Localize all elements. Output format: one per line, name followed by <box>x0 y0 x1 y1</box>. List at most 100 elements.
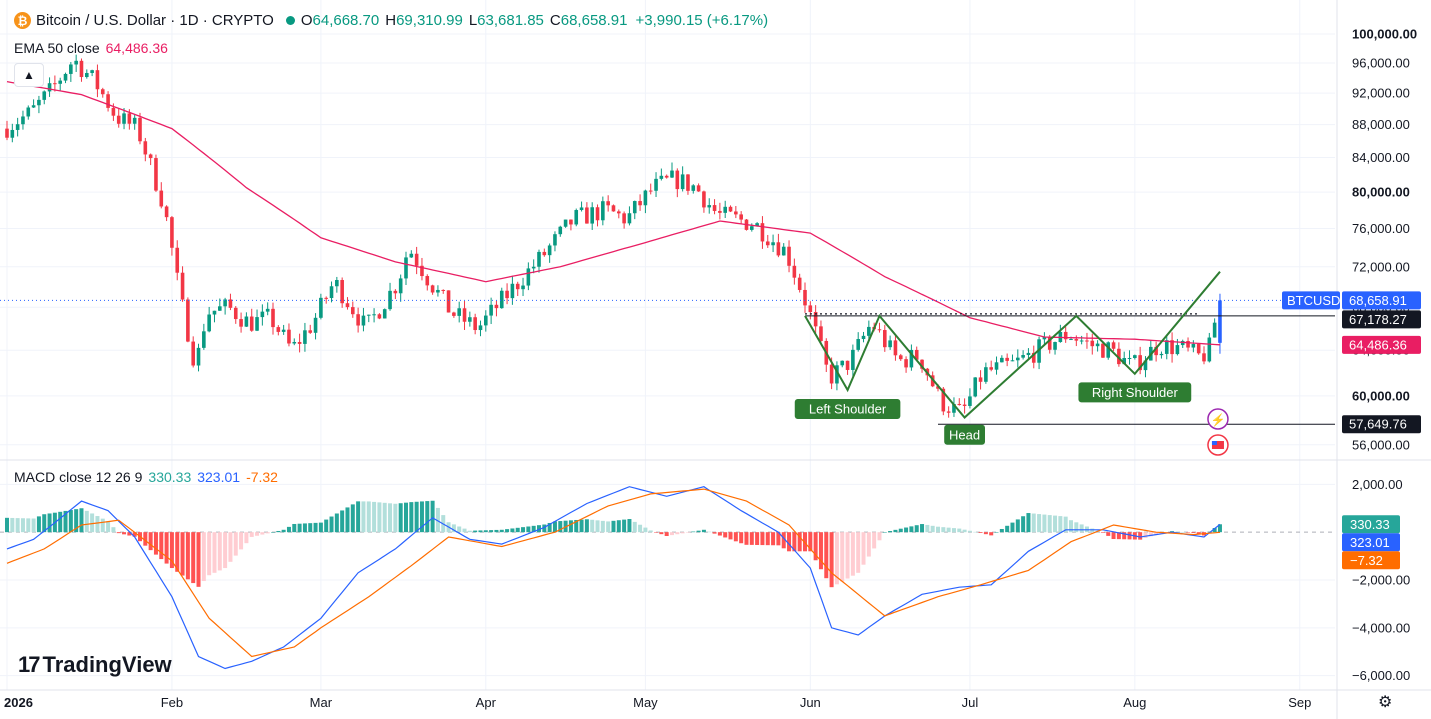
candle-body <box>308 330 313 333</box>
candle-body <box>898 355 903 360</box>
macd-histogram-bar <box>244 532 249 544</box>
us-flag-canton <box>1211 441 1217 445</box>
symbol-title[interactable]: Bitcoin / U.S. Dollar · 1D · CRYPTO <box>36 12 274 29</box>
candle-body <box>10 129 15 138</box>
candle-body <box>452 312 456 316</box>
candle-body <box>1031 352 1036 363</box>
macd-histogram-bar <box>297 523 302 533</box>
macd-histogram-bar <box>249 532 254 537</box>
macd-histogram-bar <box>701 529 706 533</box>
high-label: H <box>385 12 397 29</box>
candle-body <box>973 377 978 397</box>
macd-histogram-bar <box>691 531 696 533</box>
candle-body <box>553 234 557 246</box>
candle-body <box>680 174 685 190</box>
candle-body <box>42 91 47 100</box>
macd-histogram-bar <box>978 532 983 533</box>
macd-histogram-bar <box>457 526 462 533</box>
candle-body <box>1154 346 1158 356</box>
tradingview-logo[interactable]: 17 TradingView <box>18 652 172 678</box>
macd-histogram-bar <box>462 528 467 533</box>
candle-body <box>484 315 488 326</box>
candle-body <box>696 185 701 192</box>
candle-body <box>255 317 259 331</box>
candle-body <box>718 210 722 213</box>
macd-histogram-bar <box>967 530 972 533</box>
candle-body <box>505 290 509 299</box>
collapse-legend-button[interactable]: ▲ <box>14 63 44 87</box>
candle-body <box>15 124 20 130</box>
macd-histogram-bar <box>659 532 664 535</box>
candle-body <box>499 290 504 309</box>
macd-histogram-bar <box>505 529 510 533</box>
candle-body <box>233 307 238 320</box>
ema-legend[interactable]: EMA 50 close 64,486.36 <box>14 40 168 56</box>
candle-body <box>202 331 206 348</box>
candle-body <box>335 280 339 287</box>
macd-histogram-bar <box>350 504 355 533</box>
candle-body <box>276 327 281 332</box>
macd-histogram-bar <box>643 527 648 533</box>
macd-axis-tick: 2,000.00 <box>1352 477 1403 492</box>
macd-histogram-bar <box>510 528 515 533</box>
macd-histogram-bar <box>872 532 877 549</box>
macd-legend[interactable]: MACD close 12 26 9 330.33 323.01 -7.32 <box>14 469 278 485</box>
candle-body <box>26 107 31 117</box>
macd-histogram-bar <box>106 521 111 533</box>
candle-body <box>803 289 807 306</box>
macd-histogram-bar <box>233 532 238 556</box>
macd-histogram-bar <box>877 532 882 541</box>
macd-histogram-bar <box>739 532 744 544</box>
candle-body <box>750 226 754 230</box>
candle-body <box>1159 353 1164 356</box>
candle-body <box>643 190 648 206</box>
price-axis-tick: 72,000.00 <box>1352 259 1410 274</box>
candle-body <box>952 403 956 413</box>
macd-histogram-bar <box>627 519 632 533</box>
candle-body <box>1170 340 1174 355</box>
macd-histogram-bar <box>574 519 579 533</box>
candle-body <box>393 290 398 294</box>
macd-histogram-bar <box>419 501 424 533</box>
candle-body <box>218 306 222 311</box>
macd-histogram-bar <box>803 532 807 552</box>
candle-body <box>47 83 52 92</box>
candle-body <box>638 201 642 206</box>
bitcoin-icon: ₿ <box>14 12 31 29</box>
time-axis-tick: Feb <box>161 695 183 710</box>
candle-body <box>914 349 919 360</box>
high-value: 69,310.99 <box>396 12 463 29</box>
macd-histogram-bar <box>888 531 893 533</box>
head-and-shoulders-pattern <box>804 271 1221 419</box>
candle-body <box>691 185 696 191</box>
candle-body <box>186 299 190 342</box>
candle-body <box>867 326 871 336</box>
macd-histogram-bar <box>941 527 946 533</box>
time-axis-tick: Jul <box>962 695 979 710</box>
macd-histogram-bar <box>372 501 377 533</box>
macd-histogram-bar <box>1079 524 1084 533</box>
candle-body <box>69 64 73 74</box>
ema-label: EMA 50 close <box>14 40 100 56</box>
macd-histogram-bar <box>1100 532 1105 533</box>
macd-histogram-bar <box>1217 524 1222 533</box>
candle-body <box>1047 336 1052 350</box>
candle-body <box>436 289 440 293</box>
candle-body <box>563 219 568 227</box>
macd-histogram-bar <box>904 527 909 533</box>
macd-histogram-bar <box>356 501 361 533</box>
macd-histogram-bar <box>228 532 233 562</box>
settings-gear-icon[interactable]: ⚙ <box>1378 694 1393 711</box>
macd-histogram-bar <box>898 528 903 533</box>
macd-histogram-bar <box>15 518 20 533</box>
macd-histogram-bar <box>159 532 164 560</box>
candle-body <box>574 210 579 225</box>
macd-histogram-bar <box>345 507 350 533</box>
macd-histogram-bar <box>63 510 68 533</box>
candle-body <box>207 314 211 332</box>
candle-body <box>792 265 797 278</box>
macd-histogram-bar <box>882 532 887 533</box>
candle-body <box>1127 358 1132 360</box>
